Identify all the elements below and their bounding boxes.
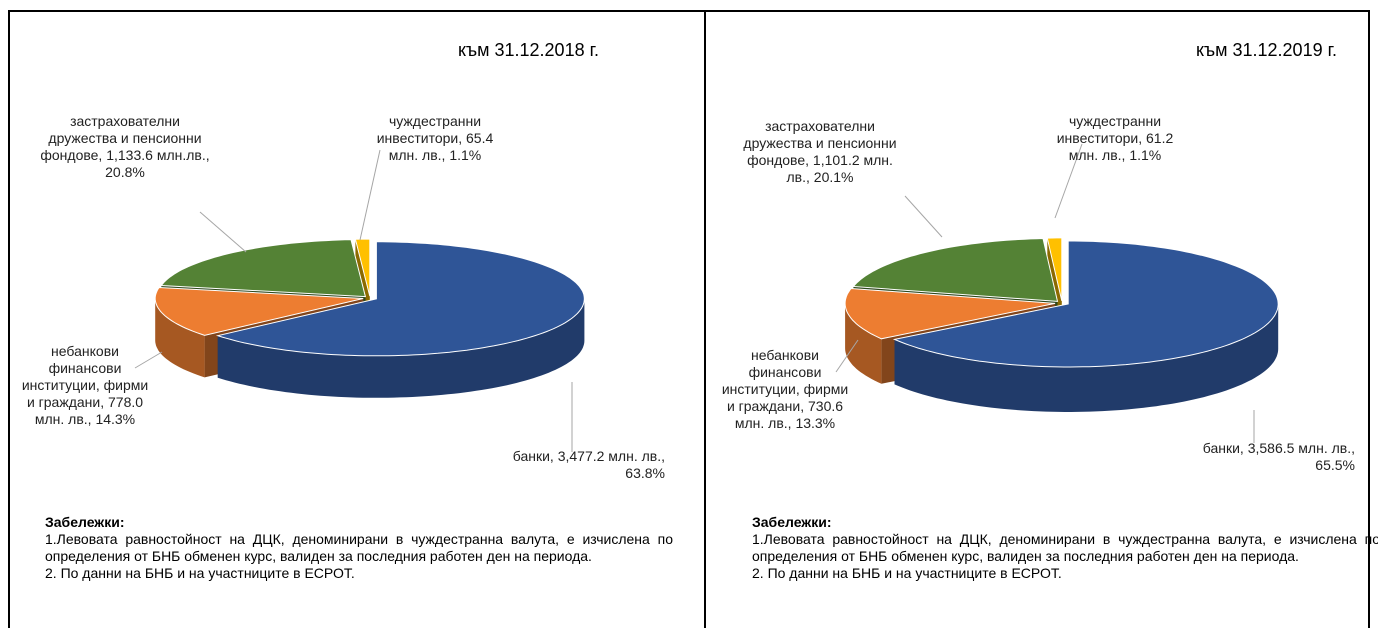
leader-line — [904, 195, 943, 238]
slice-side — [845, 303, 882, 384]
label-percent: 20.1% — [813, 169, 854, 185]
pie-slice — [892, 240, 1279, 368]
note-item: 2. По данни на БНБ и на участниците в ЕС… — [45, 565, 355, 581]
pie-slice — [844, 287, 1056, 340]
label-amount: 3,586.5 млн. лв., — [1247, 440, 1355, 456]
notes-heading: Забележки: — [45, 514, 125, 530]
data-label: чуждестранни инвеститори, 61.2 млн. лв.,… — [1055, 113, 1175, 164]
notes: Забележки: 1.Левовата равностойност на ДЦ… — [752, 514, 1378, 582]
divider — [704, 10, 706, 628]
data-label: застрахователни дружества и пенсионни фо… — [40, 113, 210, 181]
leader-line — [1054, 143, 1083, 219]
data-label: чуждестранни инвеститори, 65.4 млн. лв.,… — [375, 113, 495, 164]
data-label: банки, 3,477.2 млн. лв., 63.8% — [505, 448, 665, 482]
slice-side — [217, 298, 585, 398]
note-item: 2. По данни на БНБ и на участниците в ЕС… — [752, 565, 1062, 581]
label-category: небанкови финансови институции, фирми и … — [721, 347, 849, 414]
data-label: небанкови финансови институции, фирми и … — [20, 343, 150, 428]
label-percent: 1.1% — [1129, 147, 1162, 163]
leader-line — [199, 211, 247, 253]
label-amount: 65.4 млн. лв., — [388, 130, 494, 163]
label-amount: 778.0 млн. лв., — [34, 394, 144, 427]
label-percent: 20.8% — [105, 164, 145, 180]
notes: Забележки: 1.Левовата равностойност на ДЦ… — [45, 514, 673, 582]
pie-slice — [1046, 237, 1063, 302]
pie-slice — [215, 241, 585, 357]
pie-slice — [154, 286, 364, 336]
label-percent: 14.3% — [95, 411, 136, 427]
chart-title: към 31.12.2019 г. — [1196, 40, 1337, 60]
label-category: застрахователни дружества и пенсионни фо… — [40, 113, 202, 163]
label-amount: 730.6 млн. лв., — [734, 398, 844, 431]
note-item: 1.Левовата равностойност на ДЦК, деномин… — [45, 531, 673, 564]
data-label: небанкови финансови институции, фирми и … — [720, 347, 850, 432]
label-percent: 63.8% — [625, 465, 665, 481]
notes-heading: Забележки: — [752, 514, 832, 530]
label-amount: 1,101.2 млн. лв., — [786, 152, 893, 185]
label-category: чуждестранни инвеститори, — [1056, 113, 1162, 146]
label-category: банки, — [1202, 440, 1248, 456]
label-amount: 1,133.6 млн.лв., — [106, 147, 210, 163]
label-percent: 1.1% — [449, 147, 482, 163]
label-amount: 61.2 млн. лв., — [1068, 130, 1174, 163]
label-percent: 65.5% — [1315, 457, 1355, 473]
leader-line — [134, 351, 163, 369]
label-category: застрахователни дружества и пенсионни фо… — [743, 118, 897, 168]
data-label: банки, 3,586.5 млн. лв., 65.5% — [1195, 440, 1355, 474]
label-category: чуждестранни инвеститори, — [376, 113, 482, 146]
label-category: небанкови финансови институции, фирми и … — [21, 343, 149, 410]
label-amount: 3,477.2 млн. лв., — [557, 448, 665, 464]
pie-slice — [160, 239, 367, 298]
label-percent: 13.3% — [795, 415, 836, 431]
frame — [8, 10, 1370, 628]
leader-line — [835, 339, 859, 373]
note-item: 1.Левовата равностойност на ДЦК, деномин… — [752, 531, 1378, 564]
label-category: банки, — [512, 448, 558, 464]
pie-slice — [354, 238, 371, 297]
data-label: застрахователни дружества и пенсионни фо… — [735, 118, 905, 186]
slice-side — [894, 304, 1279, 412]
leader-line — [359, 149, 381, 241]
chart-title: към 31.12.2018 г. — [458, 40, 599, 60]
pie-slice — [852, 237, 1059, 302]
